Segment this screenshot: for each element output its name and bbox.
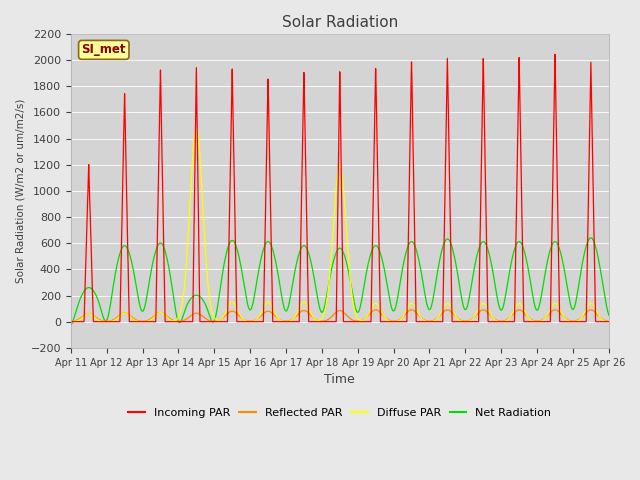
- Reflected PAR: [67, 319, 75, 324]
- Net Radiation: [320, 307, 328, 313]
- Diffuse PAR: [605, 319, 612, 324]
- Net Radiation: [67, 323, 75, 328]
- Reflected PAR: [320, 318, 328, 324]
- Legend: Incoming PAR, Reflected PAR, Diffuse PAR, Net Radiation: Incoming PAR, Reflected PAR, Diffuse PAR…: [124, 404, 556, 422]
- Title: Solar Radiation: Solar Radiation: [282, 15, 398, 30]
- Incoming PAR: [164, 319, 172, 324]
- Line: Reflected PAR: Reflected PAR: [71, 310, 609, 322]
- Incoming PAR: [431, 319, 438, 324]
- Diffuse PAR: [431, 318, 438, 324]
- Net Radiation: [431, 288, 438, 294]
- Incoming PAR: [460, 319, 468, 324]
- Reflected PAR: [587, 307, 595, 313]
- Incoming PAR: [491, 319, 499, 324]
- Net Radiation: [604, 310, 612, 316]
- Diffuse PAR: [164, 315, 172, 321]
- Diffuse PAR: [193, 125, 200, 131]
- Diffuse PAR: [604, 319, 612, 324]
- Net Radiation: [491, 279, 499, 285]
- Y-axis label: Solar Radiation (W/m2 or um/m2/s): Solar Radiation (W/m2 or um/m2/s): [15, 99, 25, 283]
- Text: SI_met: SI_met: [81, 43, 126, 56]
- Net Radiation: [605, 312, 612, 318]
- Incoming PAR: [551, 51, 559, 57]
- Reflected PAR: [604, 318, 612, 324]
- Diffuse PAR: [460, 319, 468, 324]
- Line: Diffuse PAR: Diffuse PAR: [71, 128, 609, 322]
- Line: Incoming PAR: Incoming PAR: [71, 54, 609, 322]
- Reflected PAR: [460, 318, 468, 324]
- Incoming PAR: [604, 319, 612, 324]
- Reflected PAR: [431, 317, 438, 323]
- Line: Net Radiation: Net Radiation: [71, 238, 609, 325]
- Net Radiation: [587, 235, 595, 240]
- Net Radiation: [164, 258, 172, 264]
- Reflected PAR: [605, 319, 612, 324]
- X-axis label: Time: Time: [324, 373, 355, 386]
- Incoming PAR: [605, 319, 612, 324]
- Net Radiation: [460, 305, 468, 311]
- Diffuse PAR: [491, 317, 499, 323]
- Diffuse PAR: [67, 319, 75, 324]
- Reflected PAR: [491, 316, 499, 322]
- Diffuse PAR: [320, 312, 328, 318]
- Incoming PAR: [320, 319, 328, 324]
- Incoming PAR: [67, 319, 75, 324]
- Reflected PAR: [164, 314, 172, 320]
